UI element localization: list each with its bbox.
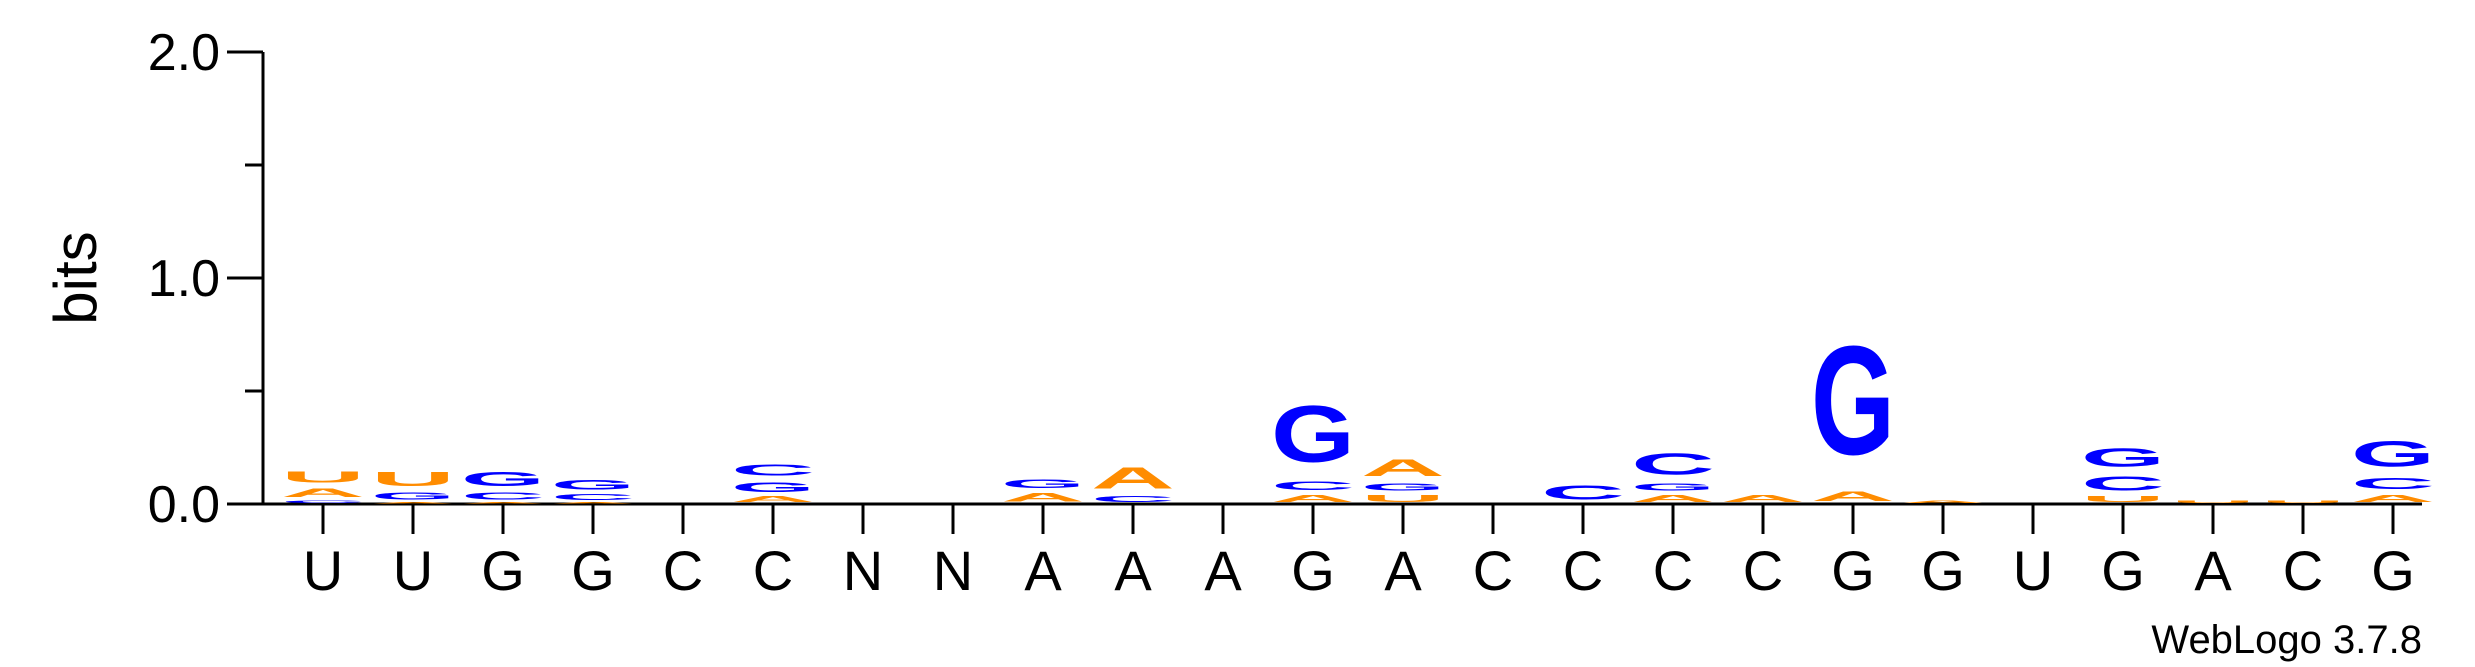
logo-letter: A — [1001, 490, 1085, 504]
logo-letter: U — [2171, 500, 2255, 504]
x-tick-label: C — [753, 539, 793, 602]
logo-letter: G — [1001, 477, 1085, 491]
y-tick-label-2: 2.0 — [148, 24, 220, 82]
logo-letter: U — [281, 468, 365, 486]
x-tick-label: A — [1114, 539, 1152, 602]
logo-letter: G — [2081, 443, 2165, 472]
x-tick-label: G — [1831, 539, 1875, 602]
y-tick-label-1: 1.0 — [148, 250, 220, 308]
x-tick-label: N — [933, 539, 973, 602]
logo-letter: A — [1271, 493, 1355, 504]
logo-letter: A — [551, 502, 635, 504]
logo-letter: A — [1721, 493, 1805, 504]
x-tick-label: C — [1653, 539, 1693, 602]
logo-letter: A — [731, 495, 815, 504]
logo-letter: G — [461, 468, 545, 490]
logo-letter: G — [1631, 482, 1715, 493]
x-tick-label: G — [481, 539, 525, 602]
logo-letter: A — [1811, 488, 1895, 504]
logo-letter: A — [1091, 461, 1175, 495]
x-tick-label: N — [843, 539, 883, 602]
logo-letter: A — [461, 502, 545, 504]
logo-letter: A — [281, 486, 365, 500]
logo-letter: C — [731, 461, 815, 479]
logo-letter: C — [281, 500, 365, 504]
logo-letter: C — [461, 490, 545, 501]
logo-letter: U — [2081, 495, 2165, 504]
x-tick-label: C — [663, 539, 703, 602]
logo-letter: U — [1361, 493, 1445, 504]
logo-letter: C — [1091, 495, 1175, 504]
x-tick-label: A — [1024, 539, 1062, 602]
x-tick-label: U — [2013, 539, 2053, 602]
x-tick-label: C — [1743, 539, 1783, 602]
x-tick-label: U — [393, 539, 433, 602]
y-axis: 2.0 1.0 0.0 bits — [42, 24, 265, 534]
y-tick-label-0: 0.0 — [148, 476, 220, 534]
weblogo-credit: WebLogo 3.7.8 — [2151, 618, 2422, 662]
logo-letter: C — [2351, 475, 2435, 493]
logo-letter: G — [551, 477, 635, 493]
x-tick-label: G — [1291, 539, 1335, 602]
x-tick-label: C — [2283, 539, 2323, 602]
x-tick-label: G — [1921, 539, 1965, 602]
logo-letter: A — [2351, 493, 2435, 504]
logo-letter: C — [1541, 481, 1625, 504]
x-tick-label: C — [1473, 539, 1513, 602]
x-tick-label: C — [1563, 539, 1603, 602]
logo-letter: G — [1811, 315, 1895, 488]
x-tick-label: G — [571, 539, 615, 602]
y-axis-label: bits — [42, 231, 109, 324]
logo-letter: G — [1361, 482, 1445, 493]
logo-letter: G — [731, 479, 815, 495]
logo-letter: A — [1901, 500, 1985, 504]
logo-letter: C — [1271, 479, 1355, 493]
x-tick-label: G — [2371, 539, 2415, 602]
x-tick-label: G — [2101, 539, 2145, 602]
x-tick-label: A — [1204, 539, 1242, 602]
x-tick-label: U — [303, 539, 343, 602]
x-tick-label: A — [1384, 539, 1422, 602]
logo-letter: G — [371, 491, 455, 502]
logo-letter: A — [371, 502, 455, 504]
logo-letter: C — [1631, 448, 1715, 482]
logo-letter: G — [1271, 389, 1355, 479]
x-tick-label: A — [2194, 539, 2232, 602]
logo-letter: C — [2081, 472, 2165, 495]
logo-letter: A — [1361, 454, 1445, 481]
logo-letter: U — [371, 468, 455, 491]
logo-letter: C — [551, 493, 635, 502]
logo-letter: A — [1631, 493, 1715, 504]
logo-letter: G — [2351, 434, 2435, 475]
logo-letter: U — [2261, 500, 2345, 504]
